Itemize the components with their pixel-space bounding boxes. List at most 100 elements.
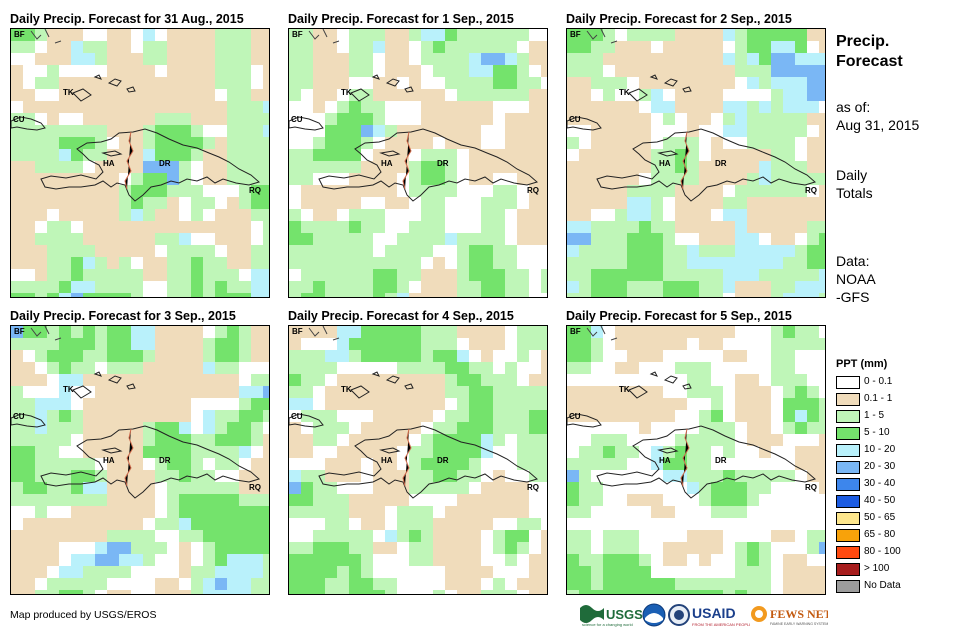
precip-cell: [313, 494, 325, 506]
precip-cell: [361, 245, 373, 257]
precip-cell: [215, 554, 227, 566]
precip-cell: [59, 422, 71, 434]
precip-cell: [263, 338, 269, 350]
precip-cell: [373, 422, 385, 434]
precip-cell: [301, 362, 313, 374]
precip-cell: [71, 482, 83, 494]
haiti-dr-border: [402, 131, 412, 190]
precip-cell: [651, 77, 663, 89]
precip-cell: [433, 101, 445, 113]
precip-cell: [397, 233, 409, 245]
precip-map[interactable]: BF TK CU HA DR RQ: [566, 325, 826, 595]
precip-cell: [373, 125, 385, 137]
precip-cell: [639, 233, 651, 245]
precip-cell: [301, 53, 313, 65]
precip-cell: [71, 77, 83, 89]
precip-cell: [699, 269, 711, 281]
precip-cell: [771, 374, 783, 386]
precip-cell: [807, 65, 819, 77]
precip-cell: [11, 398, 23, 410]
precip-cell: [783, 374, 795, 386]
precip-cell: [349, 281, 361, 293]
precip-cell: [529, 470, 541, 482]
precip-cell: [615, 101, 627, 113]
precip-cell: [735, 257, 747, 269]
precip-cell: [795, 77, 807, 89]
precip-cell: [651, 281, 663, 293]
precip-cell: [711, 197, 723, 209]
precip-cell: [517, 530, 529, 542]
precip-map[interactable]: BF TK CU HA DR RQ: [10, 325, 270, 595]
legend-swatch: [836, 427, 860, 440]
precip-map[interactable]: BF TK CU HA DR RQ: [288, 325, 548, 595]
precip-cell: [143, 470, 155, 482]
precip-cell: [457, 518, 469, 530]
precip-cell: [819, 197, 825, 209]
precip-cell: [747, 125, 759, 137]
precip-map[interactable]: BF TK CU HA DR RQ: [288, 28, 548, 298]
panel-title: Daily Precip. Forecast for 4 Sep., 2015: [288, 309, 514, 323]
precip-cell: [723, 101, 735, 113]
precip-cell: [251, 434, 263, 446]
precip-cell: [95, 566, 107, 578]
precip-cell: [361, 326, 373, 338]
precip-map[interactable]: BF TK CU HA DR RQ: [566, 28, 826, 298]
legend-swatch: [836, 580, 860, 593]
haiti-dr-border: [680, 428, 690, 487]
precip-cell: [23, 338, 35, 350]
precip-cell: [349, 161, 361, 173]
precip-cell: [167, 362, 179, 374]
precip-cell: [227, 161, 239, 173]
precip-cell: [639, 494, 651, 506]
precip-cell: [203, 554, 215, 566]
precip-cell: [409, 398, 421, 410]
precip-cell: [83, 185, 95, 197]
precip-cell: [107, 245, 119, 257]
precip-cell: [591, 101, 603, 113]
precip-cell: [807, 53, 819, 65]
precip-cell: [227, 257, 239, 269]
precip-cell: [155, 374, 167, 386]
haiti-dr-border: [680, 131, 690, 190]
coastline: [657, 150, 679, 157]
precip-cell: [107, 53, 119, 65]
precip-cell: [627, 161, 639, 173]
precip-map[interactable]: BF TK CU HA DR RQ: [10, 28, 270, 298]
precip-cell: [819, 293, 825, 297]
precip-cell: [747, 185, 759, 197]
precip-cell: [47, 281, 59, 293]
haiti-dr-border: [124, 428, 134, 487]
precip-cell: [505, 149, 517, 161]
precip-cell: [469, 542, 481, 554]
precip-cell: [373, 41, 385, 53]
precip-cell: [639, 326, 651, 338]
precip-cell: [11, 185, 23, 197]
precip-cell: [325, 29, 337, 41]
precip-cell: [627, 149, 639, 161]
precip-cell: [469, 149, 481, 161]
precip-cell: [469, 293, 481, 297]
precip-cell: [469, 245, 481, 257]
precip-cell: [191, 113, 203, 125]
precip-cell: [795, 398, 807, 410]
precip-cell: [263, 89, 269, 101]
precip-cell: [675, 185, 687, 197]
precip-cell: [579, 293, 591, 297]
precip-cell: [457, 410, 469, 422]
precip-cell: [95, 542, 107, 554]
precip-cell: [289, 482, 301, 494]
precip-cell: [493, 221, 505, 233]
precip-cell: [481, 293, 493, 297]
precip-cell: [469, 41, 481, 53]
precip-cell: [143, 209, 155, 221]
precip-cell: [289, 566, 301, 578]
precip-cell: [349, 293, 361, 297]
precip-cell: [191, 65, 203, 77]
precip-cell: [227, 542, 239, 554]
precip-cell: [23, 161, 35, 173]
precip-cell: [131, 506, 143, 518]
precip-cell: [591, 554, 603, 566]
precip-cell: [759, 185, 771, 197]
precip-cell: [131, 518, 143, 530]
precip-cell: [747, 470, 759, 482]
